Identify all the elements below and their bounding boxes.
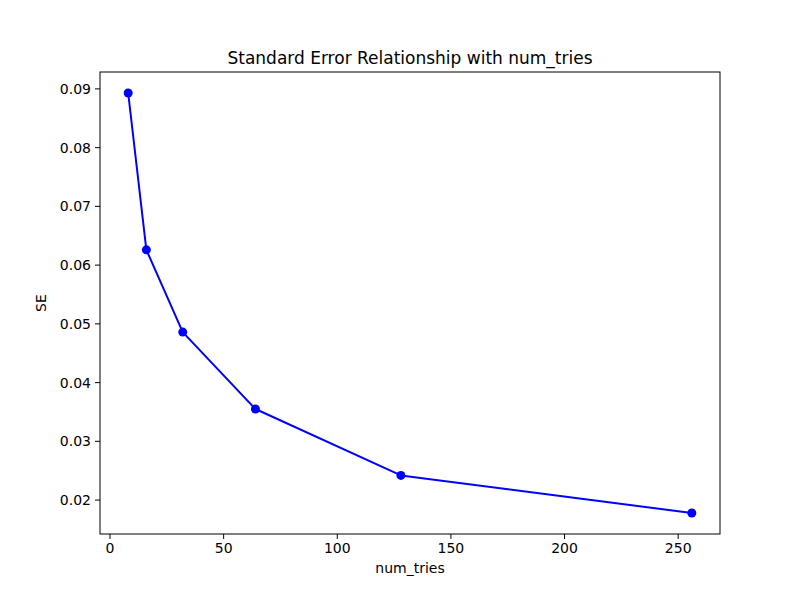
data-point-marker	[124, 89, 133, 98]
data-point-marker	[251, 405, 260, 414]
x-tick-label: 100	[324, 540, 351, 556]
y-axis-label: SE	[33, 294, 49, 312]
x-tick-label: 150	[438, 540, 465, 556]
figure: 0 50 100 150 200 250 0.02 0.03 0.04 0.05 0.06 0.07…	[0, 0, 800, 600]
data-point-marker	[142, 245, 151, 254]
data-point-marker	[687, 509, 696, 518]
y-tick-label: 0.02	[60, 492, 91, 508]
x-tick-label: 0	[106, 540, 115, 556]
y-tick-label: 0.04	[60, 375, 91, 391]
x-tick-label: 200	[551, 540, 578, 556]
x-tick-label: 250	[665, 540, 692, 556]
y-tick-label: 0.03	[60, 433, 91, 449]
data-point-marker	[396, 471, 405, 480]
y-tick-label: 0.07	[60, 198, 91, 214]
y-tick-label: 0.09	[60, 81, 91, 97]
chart-title: Standard Error Relationship with num_tri…	[227, 48, 592, 69]
plot-area	[100, 72, 720, 534]
x-axis-ticks: 0 50 100 150 200 250	[106, 534, 692, 556]
plot-canvas: 0 50 100 150 200 250 0.02 0.03 0.04 0.05 0.06 0.07…	[0, 0, 800, 600]
y-tick-label: 0.08	[60, 140, 91, 156]
y-tick-label: 0.05	[60, 316, 91, 332]
x-axis-label: num_tries	[375, 560, 444, 576]
y-axis-ticks: 0.02 0.03 0.04 0.05 0.06 0.07 0.08 0.09	[60, 81, 100, 508]
data-point-marker	[178, 328, 187, 337]
x-tick-label: 50	[215, 540, 233, 556]
y-tick-label: 0.06	[60, 257, 91, 273]
